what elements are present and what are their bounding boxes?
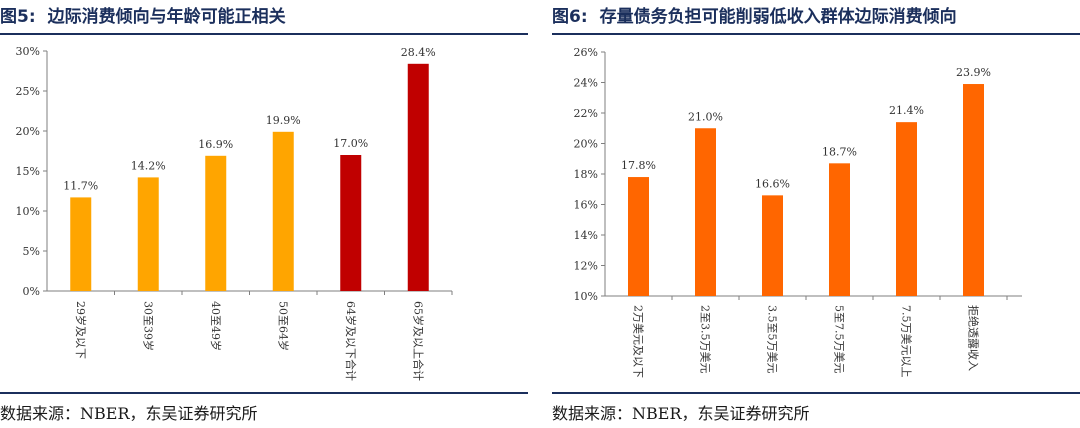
bar — [695, 128, 716, 296]
category-label: 65岁及以上合计 — [411, 301, 425, 381]
data-label: 16.9% — [198, 138, 233, 151]
data-label: 21.0% — [688, 110, 723, 123]
category-label: 5至7.5万美元 — [833, 305, 846, 374]
figure-5-bar-chart: 0% 5% 10% 15% 20% 25% 30% 11.7% 29岁及以下 14.2% 30至39… — [16, 45, 453, 381]
figure-6-source: 数据来源：NBER，东吴证券研究所 — [552, 404, 810, 423]
data-label: 19.9% — [266, 114, 301, 127]
data-label: 17.0% — [333, 137, 368, 150]
figure-5-source: 数据来源：NBER，东吴证券研究所 — [0, 404, 258, 423]
figure-5-title-rule — [0, 33, 528, 35]
bar — [272, 131, 294, 291]
category-label: 29岁及以下 — [74, 301, 88, 359]
figure-6-source-rule — [552, 392, 1080, 394]
figure-6-title-rule — [552, 33, 1080, 35]
y-tick-label: 18% — [574, 168, 598, 181]
bar — [896, 122, 917, 297]
figure-5-source-rule — [0, 392, 528, 394]
figure-5-title-text: 边际消费倾向与年龄可能正相关 — [47, 7, 286, 27]
y-tick-label: 22% — [574, 107, 598, 120]
category-label: 2至3.5万美元 — [699, 305, 712, 374]
data-label: 21.4% — [889, 104, 924, 117]
bar — [407, 63, 429, 291]
figure-6-number: 图6: — [552, 7, 588, 27]
bar — [963, 84, 984, 297]
data-label: 18.7% — [822, 145, 857, 158]
y-tick-label: 24% — [574, 77, 598, 90]
bar — [205, 155, 227, 291]
figure-5-number: 图5: — [0, 7, 36, 27]
bar — [829, 163, 850, 296]
data-label: 16.6% — [755, 177, 790, 190]
y-tick-label: 30% — [16, 45, 40, 58]
y-tick-label: 0% — [23, 285, 40, 298]
figure-6-title-text: 存量债务负担可能削弱低收入群体边际消费倾向 — [599, 7, 957, 27]
category-label: 40至49岁 — [209, 301, 223, 351]
y-tick-label: 25% — [16, 85, 40, 98]
data-label: 17.8% — [621, 159, 656, 172]
y-tick-label: 12% — [574, 260, 598, 273]
bar — [340, 155, 362, 291]
category-label: 50至64岁 — [276, 301, 290, 351]
y-tick-label: 15% — [16, 165, 40, 178]
y-tick-label: 10% — [16, 205, 40, 218]
data-label: 11.7% — [63, 179, 98, 192]
category-label: 2万美元及以下 — [632, 305, 645, 378]
category-label: 7.5万美元以上 — [900, 305, 913, 378]
y-tick-label: 14% — [574, 229, 598, 242]
category-label: 3.5至5万美元 — [766, 305, 779, 374]
y-tick-label: 26% — [574, 46, 598, 59]
figure-6-bar-chart: 10% 12% 14% 16% 18% 20% 22% 24% 26% 17.8% 2万美元及以下 2… — [574, 46, 1022, 378]
category-label: 30至39岁 — [141, 301, 155, 351]
y-tick-label: 10% — [574, 290, 598, 303]
data-label: 23.9% — [956, 66, 991, 79]
bar — [762, 195, 783, 296]
category-label: 拒绝透露收入 — [967, 305, 981, 371]
y-tick-label: 16% — [574, 199, 598, 212]
bar — [628, 177, 649, 296]
y-tick-label: 5% — [23, 245, 40, 258]
figure-6-title: 图6: 存量债务负担可能削弱低收入群体边际消费倾向 — [552, 4, 957, 30]
data-label: 14.2% — [131, 159, 166, 172]
y-tick-label: 20% — [16, 125, 40, 138]
bar — [137, 177, 159, 291]
y-tick-label: 20% — [574, 138, 598, 151]
bar — [70, 197, 92, 291]
figure-5-title: 图5: 边际消费倾向与年龄可能正相关 — [0, 4, 286, 30]
category-label: 64岁及以下合计 — [344, 301, 358, 381]
data-label: 28.4% — [401, 46, 436, 59]
